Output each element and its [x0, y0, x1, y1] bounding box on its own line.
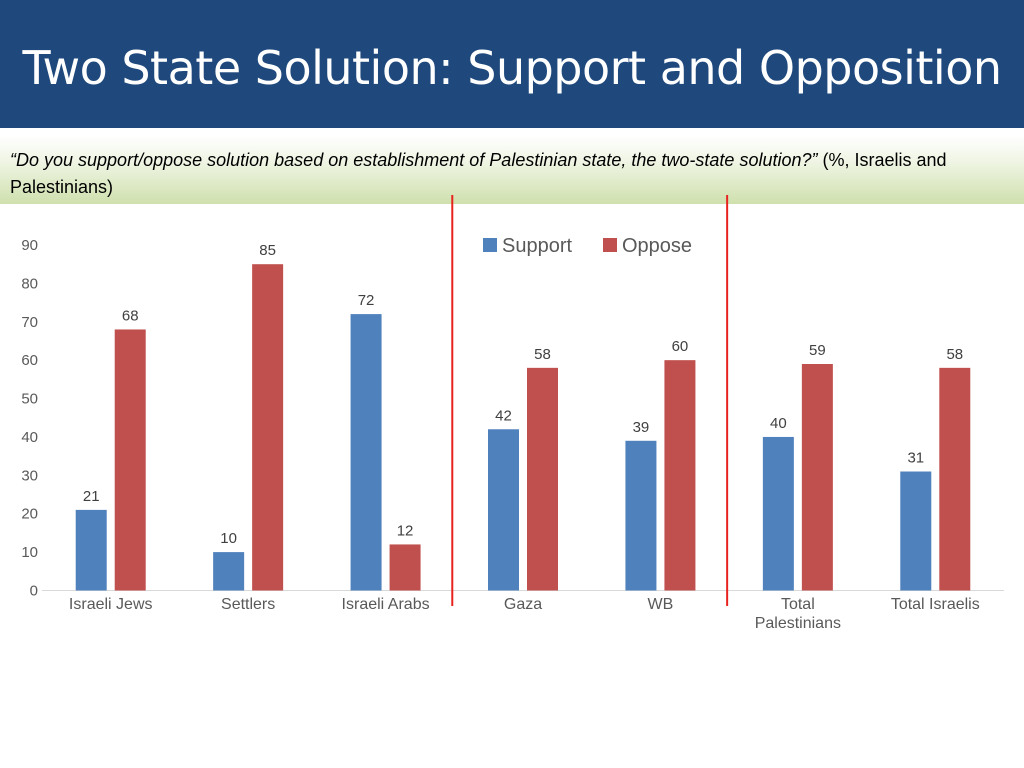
data-label-support: 40 — [770, 415, 787, 432]
bar-oppose — [252, 264, 284, 591]
x-tick-label: Palestinians — [755, 615, 841, 632]
x-tick-label: WB — [648, 596, 674, 613]
x-tick-label: Settlers — [221, 596, 275, 613]
data-label-support: 21 — [83, 488, 100, 505]
x-tick-label: Israeli Jews — [69, 596, 153, 613]
bar-support — [625, 440, 657, 591]
bar-support — [75, 509, 107, 591]
y-tick-label: 30 — [21, 467, 38, 484]
y-tick-label: 90 — [21, 237, 38, 254]
bar-oppose — [664, 360, 696, 591]
data-label-support: 39 — [633, 419, 650, 436]
legend-label-oppose: Oppose — [622, 235, 692, 257]
chart-subtitle: “Do you support/oppose solution based on… — [10, 147, 1010, 201]
legend-label-support: Support — [502, 235, 572, 257]
bar-support — [900, 471, 932, 591]
bar-support — [762, 436, 794, 591]
y-tick-label: 80 — [21, 275, 38, 292]
subtitle-suffix: (%, Israelis and Palestinians) — [10, 150, 947, 197]
data-label-oppose: 12 — [397, 522, 414, 539]
x-tick-label: Total — [781, 596, 815, 613]
data-label-oppose: 58 — [534, 346, 551, 363]
data-label-oppose: 60 — [672, 338, 689, 355]
legend-swatch-oppose — [603, 238, 617, 252]
x-tick-label: Total Israelis — [891, 596, 980, 613]
subtitle-question: “Do you support/oppose solution based on… — [10, 150, 818, 170]
bar-oppose — [114, 329, 146, 591]
y-tick-label: 70 — [21, 314, 38, 331]
x-tick-label: Israeli Arabs — [342, 596, 430, 613]
bar-oppose — [527, 367, 558, 591]
data-label-oppose: 58 — [946, 346, 963, 363]
data-label-oppose: 68 — [122, 307, 139, 324]
bar-support — [213, 552, 245, 591]
x-tick-label: Gaza — [504, 596, 542, 613]
y-tick-label: 0 — [30, 583, 38, 600]
y-tick-label: 40 — [21, 429, 38, 446]
data-label-support: 10 — [220, 530, 237, 547]
data-label-oppose: 59 — [809, 342, 826, 359]
y-tick-label: 50 — [21, 391, 38, 408]
data-label-oppose: 85 — [259, 242, 276, 259]
title-bar — [0, 0, 1024, 128]
bar-support — [488, 429, 519, 591]
legend-swatch-support — [483, 238, 497, 252]
y-tick-label: 10 — [21, 544, 38, 561]
bar-support — [350, 314, 382, 591]
subtitle-band — [0, 136, 1024, 204]
data-label-support: 31 — [907, 449, 924, 466]
bar-oppose — [389, 544, 421, 591]
bar-oppose — [801, 364, 833, 591]
data-label-support: 72 — [358, 292, 375, 309]
bar-oppose — [939, 367, 971, 591]
data-label-support: 42 — [495, 407, 512, 424]
y-tick-label: 60 — [21, 352, 38, 369]
page-title: Two State Solution: Support and Oppositi… — [22, 41, 1002, 95]
y-tick-label: 20 — [21, 506, 38, 523]
